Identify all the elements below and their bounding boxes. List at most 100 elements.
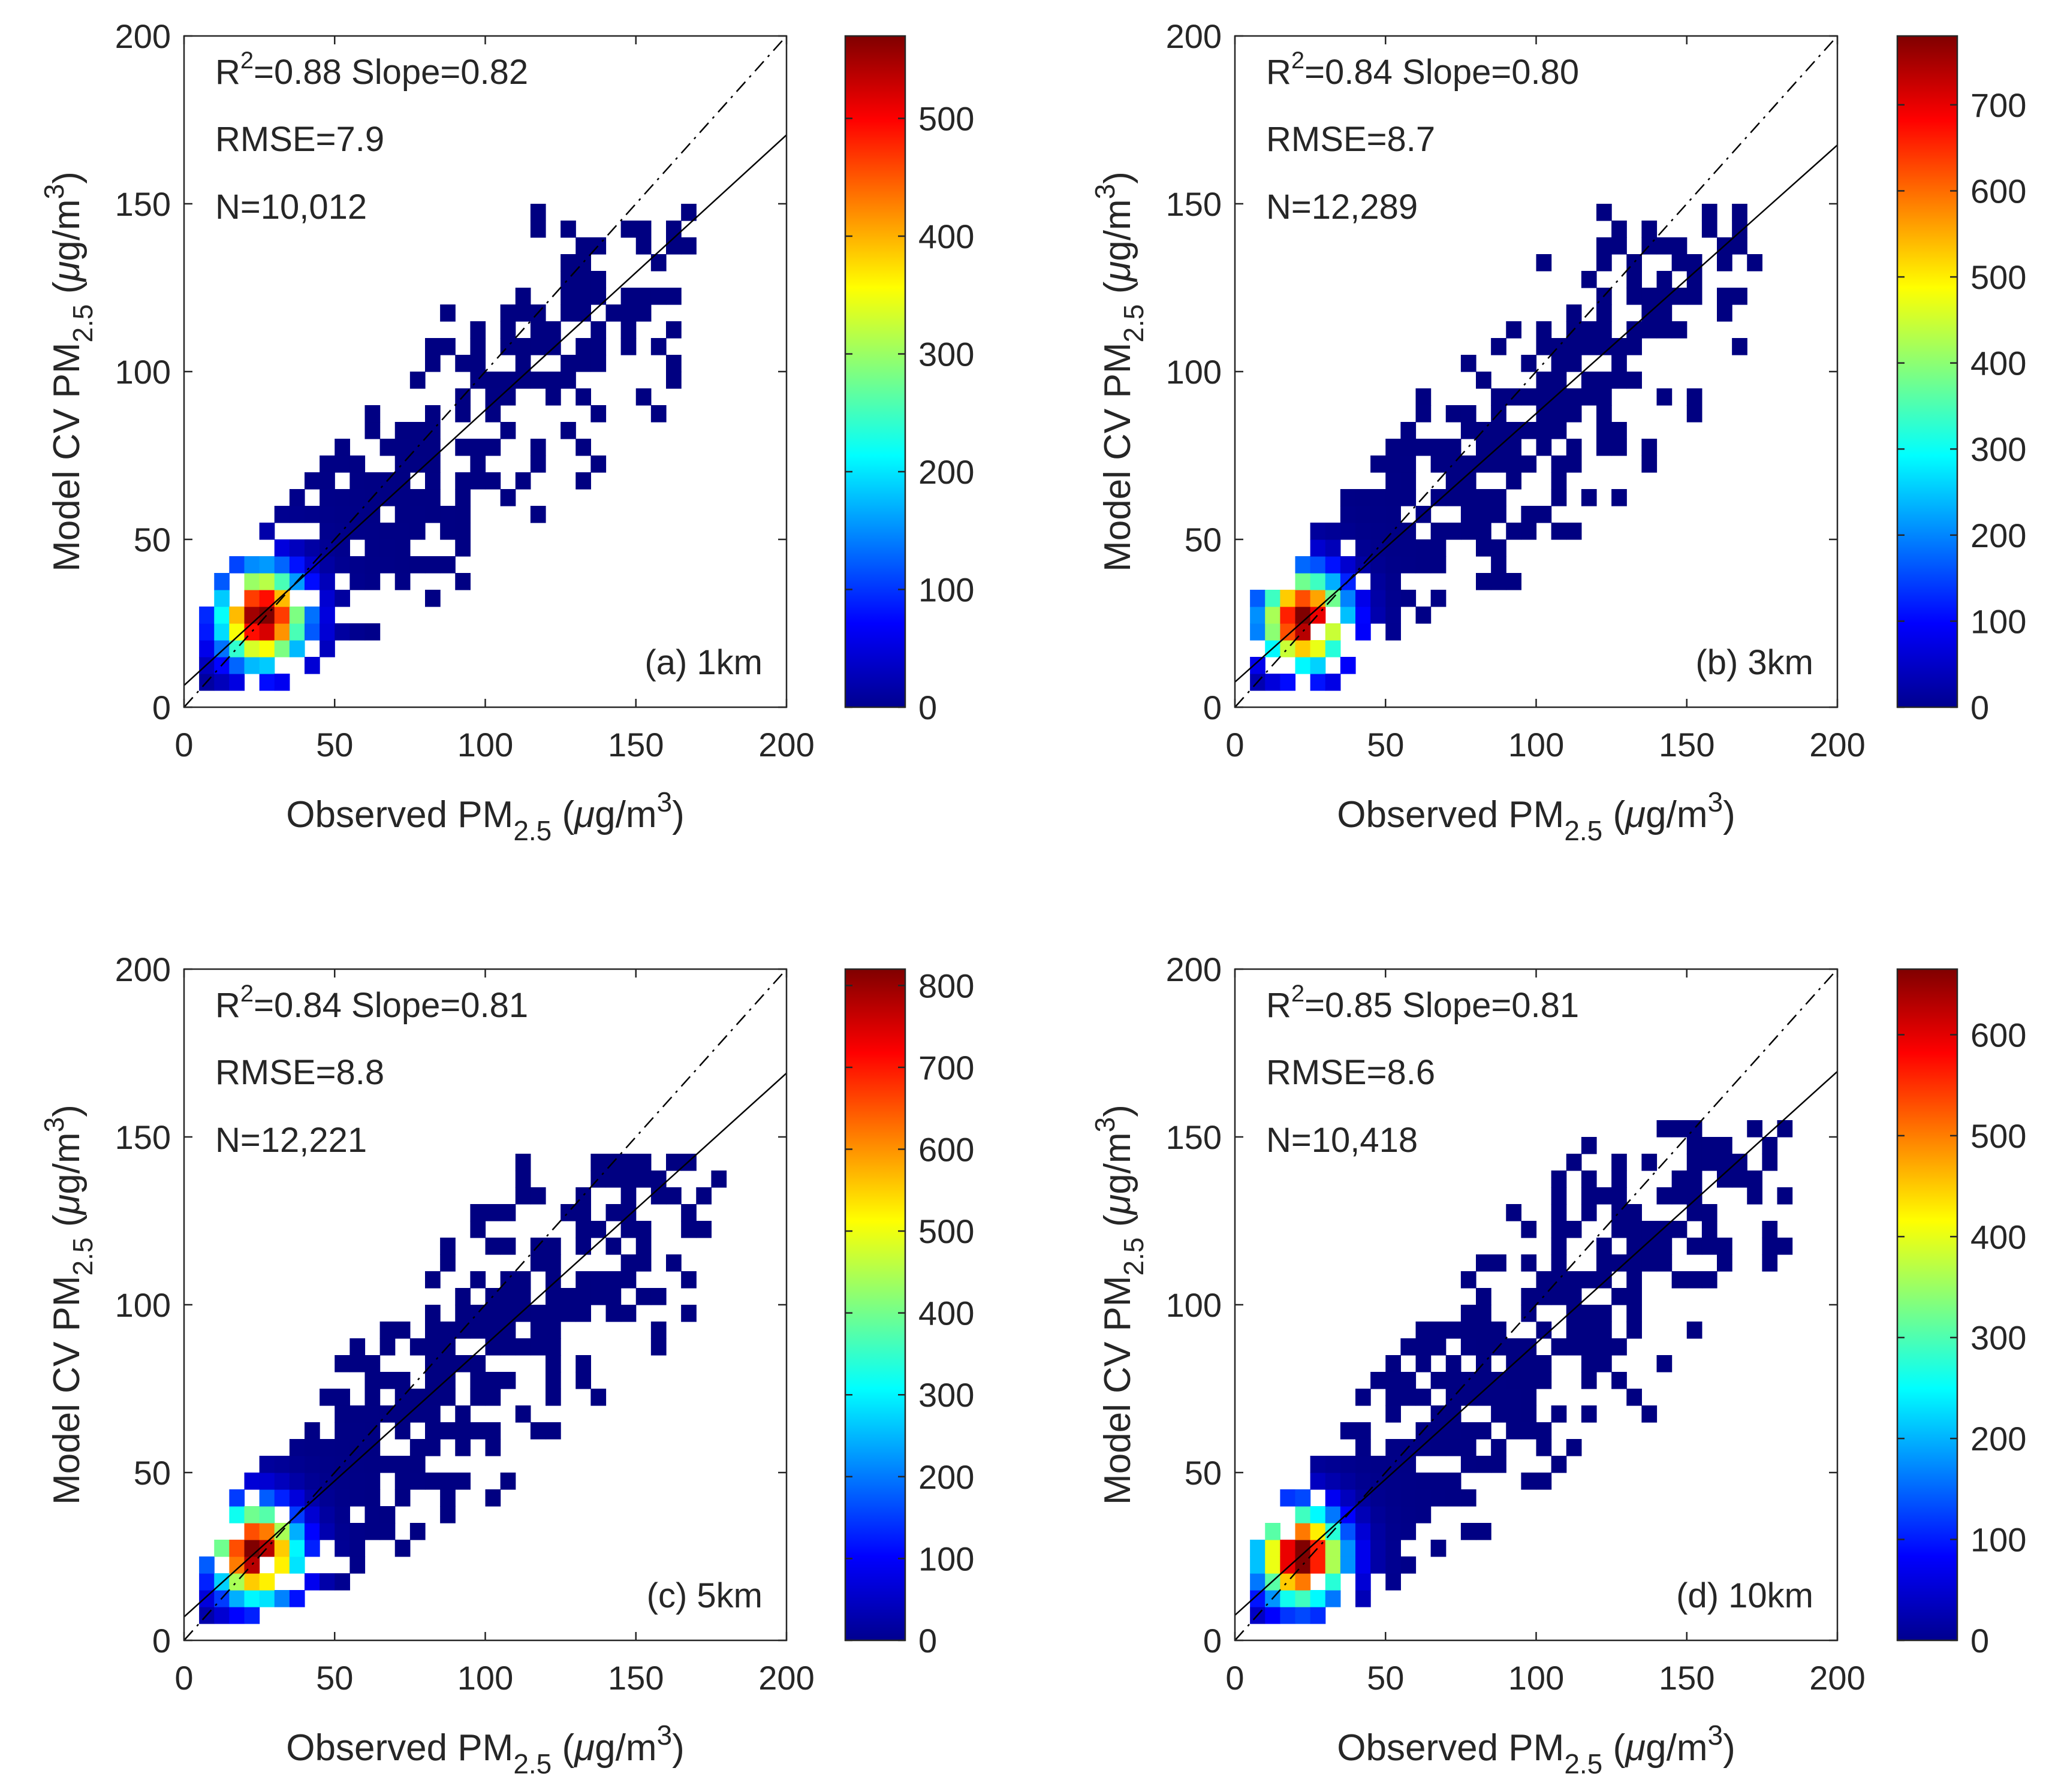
heatmap-cell — [1476, 539, 1491, 557]
heatmap-cell — [425, 1372, 441, 1389]
y-axis-label-unit-close: ) — [1097, 1105, 1138, 1117]
heatmap-cell — [1340, 607, 1356, 624]
heatmap-cell — [1355, 1456, 1371, 1473]
heatmap-cell — [199, 1590, 215, 1607]
y-axis-label-unit-close: ) — [46, 1105, 88, 1117]
heatmap-cell — [1476, 1254, 1491, 1272]
heatmap-cell — [470, 1372, 486, 1389]
heatmap-cell — [1641, 455, 1658, 473]
heatmap-cell — [259, 1573, 275, 1591]
heatmap-cell — [1551, 489, 1567, 506]
heatmap-cell — [349, 1338, 366, 1356]
heatmap-cell — [305, 1456, 320, 1473]
heatmap-cell — [1536, 1439, 1552, 1456]
heatmap-cell — [1400, 1372, 1417, 1389]
heatmap-cell — [259, 623, 275, 641]
stat-r2-value: =0.84 — [1304, 53, 1393, 92]
heatmap-cell — [214, 573, 230, 590]
heatmap-cell — [1536, 338, 1552, 355]
heatmap-cell — [590, 321, 607, 339]
heatmap-cell — [1445, 1473, 1462, 1490]
heatmap-cell — [1581, 1137, 1597, 1154]
heatmap-cell — [1460, 472, 1477, 490]
heatmap-cell — [1385, 1556, 1401, 1574]
heatmap-cell — [561, 1305, 576, 1322]
heatmap-cell — [1686, 405, 1703, 423]
heatmap-cell — [1671, 1187, 1688, 1205]
heatmap-cell — [681, 1204, 697, 1221]
heatmap-cell — [214, 1540, 230, 1557]
x-axis-label-main: Observed PM — [1337, 1727, 1564, 1769]
heatmap-cell — [1445, 1422, 1462, 1440]
heatmap-cell — [515, 1154, 531, 1171]
stat-r2-value: =0.84 — [254, 986, 342, 1025]
heatmap-cell — [1476, 573, 1491, 590]
heatmap-cell — [1506, 1338, 1521, 1356]
y-tick-label: 150 — [115, 185, 171, 223]
colorbar-tick-label: 300 — [1970, 1319, 2026, 1357]
y-axis-label-subscript: 2.5 — [67, 1238, 98, 1276]
heatmap-cell — [289, 1590, 305, 1607]
heatmap-cell — [320, 1439, 335, 1456]
stat-r2-slope: R2=0.84 Slope=0.81 — [215, 981, 528, 1025]
y-tick-label: 100 — [115, 1286, 171, 1324]
heatmap-cell — [1415, 1506, 1432, 1523]
heatmap-cell — [470, 338, 486, 355]
heatmap-cell — [394, 1322, 411, 1339]
heatmap-cell — [1340, 657, 1356, 674]
heatmap-cell — [335, 506, 350, 523]
heatmap-cell — [1430, 1338, 1447, 1356]
heatmap-cell — [1310, 556, 1326, 574]
heatmap-cell — [1671, 1271, 1688, 1289]
stat-r2-slope: R2=0.88 Slope=0.82 — [215, 47, 528, 92]
heatmap-cell — [1265, 1540, 1280, 1557]
y-axis-label: Model CV PM2.5 (μg/m3) — [1089, 1105, 1149, 1505]
heatmap-cell — [1566, 439, 1582, 456]
heatmap-cell — [681, 1271, 697, 1289]
y-axis-label: Model CV PM2.5 (μg/m3) — [38, 1105, 98, 1505]
heatmap-cell — [1641, 1405, 1658, 1423]
heatmap-cell — [320, 607, 335, 624]
heatmap-cell — [425, 1338, 441, 1356]
heatmap-cell — [590, 1288, 607, 1305]
heatmap-cell — [1732, 221, 1747, 238]
heatmap-cell — [305, 506, 320, 523]
heatmap-cell — [1310, 1473, 1326, 1490]
heatmap-cell — [1295, 1607, 1311, 1624]
x-axis-label-unit-open: ( — [1602, 794, 1625, 835]
heatmap-cell — [1491, 539, 1506, 557]
x-axis-label: Observed PM2.5 (μg/m3) — [286, 786, 684, 846]
heatmap-cell — [409, 1456, 426, 1473]
heatmap-cell — [1310, 573, 1326, 590]
heatmap-cell — [1355, 1473, 1371, 1490]
colorbar — [1896, 968, 1958, 1642]
heatmap-cell — [575, 439, 591, 456]
heatmap-cell — [1340, 1556, 1356, 1574]
heatmap-cell — [1596, 1187, 1612, 1205]
heatmap-cell — [485, 1338, 501, 1356]
heatmap-cell — [605, 1204, 622, 1221]
heatmap-cell — [1701, 1238, 1717, 1255]
heatmap-cell — [409, 523, 426, 540]
heatmap-cell — [425, 472, 441, 490]
heatmap-cell — [575, 237, 591, 255]
y-tick-label: 0 — [1203, 1622, 1222, 1660]
heatmap-cell — [244, 1540, 260, 1557]
heatmap-cell — [1551, 405, 1567, 423]
colorbar — [1896, 35, 1958, 708]
heatmap-cell — [1551, 1456, 1567, 1473]
heatmap-cell — [635, 1254, 652, 1272]
heatmap-cell — [1686, 1170, 1703, 1188]
heatmap-cell — [1430, 556, 1447, 574]
heatmap-cell — [500, 422, 516, 439]
heatmap-cell — [635, 1221, 652, 1238]
heatmap-cell — [1280, 590, 1296, 607]
heatmap-cell — [289, 506, 305, 523]
heatmap-cell — [666, 355, 682, 372]
heatmap-cell — [425, 489, 441, 506]
heatmap-cell — [320, 590, 335, 607]
heatmap-cell — [1370, 1372, 1386, 1389]
heatmap-cell — [1611, 372, 1627, 389]
heatmap-cell — [1445, 1322, 1462, 1339]
